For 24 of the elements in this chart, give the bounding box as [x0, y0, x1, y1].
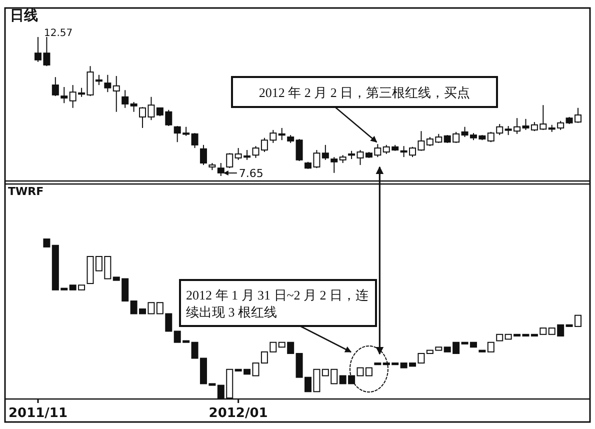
candlestick	[60, 86, 68, 104]
annotation: 2012 年 1 月 31 日~2 月 2 日，连续出现 3 根红线	[186, 288, 369, 320]
annotation: 12.57	[44, 28, 73, 39]
candlestick	[296, 138, 303, 162]
x-tick-label: 2012/01	[208, 406, 268, 421]
candlestick	[104, 74, 112, 93]
candlestick	[191, 132, 198, 149]
candlestick	[52, 76, 59, 97]
candlestick	[122, 90, 129, 108]
candlestick	[252, 146, 260, 158]
annotation: 2012 年 2 月 2 日，第三根红线，买点	[258, 85, 470, 100]
candlestick	[130, 101, 138, 112]
x-tick-label: 2011/11	[8, 406, 68, 421]
candlestick	[217, 162, 224, 176]
candlestick	[200, 144, 207, 166]
chart-title: 日线	[10, 8, 38, 24]
candlestick	[330, 156, 338, 174]
candlestick	[112, 75, 120, 112]
candlestick	[322, 144, 329, 160]
chart-title: TWRF	[8, 185, 44, 198]
candlestick	[278, 127, 286, 141]
annotation: 7.65	[238, 167, 264, 180]
candlestick	[487, 342, 494, 352]
candlestick	[226, 152, 234, 169]
